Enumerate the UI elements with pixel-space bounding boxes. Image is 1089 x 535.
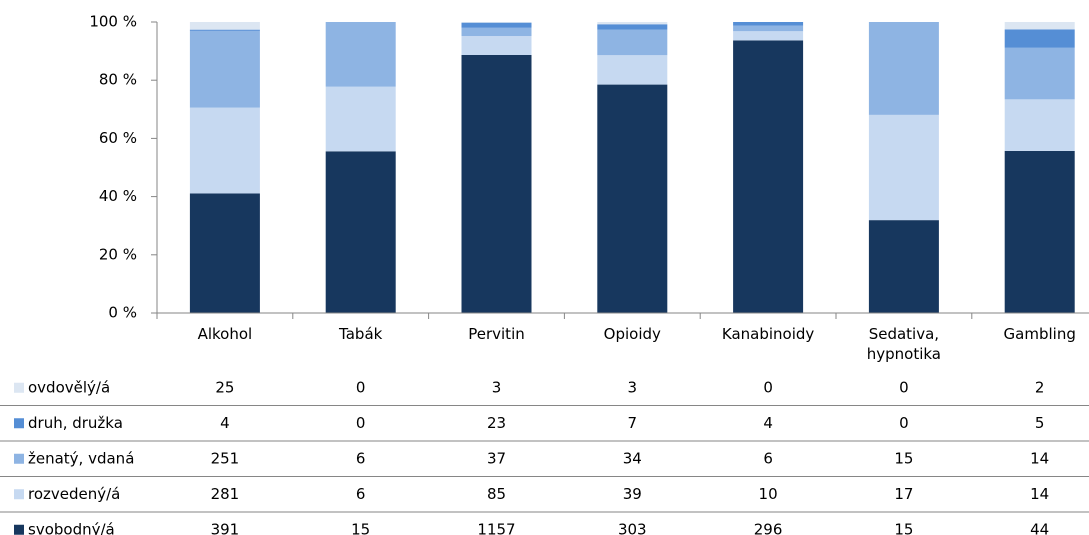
bar-segment bbox=[597, 22, 668, 25]
bar-segment bbox=[461, 55, 532, 314]
legend-swatch bbox=[14, 524, 24, 535]
legend-label: ovdovělý/á bbox=[28, 378, 110, 396]
legend-label: ženatý, vdaná bbox=[28, 449, 134, 467]
bar-segment bbox=[733, 25, 804, 32]
y-tick-label: 0 % bbox=[108, 304, 137, 322]
bar-segment bbox=[597, 24, 668, 30]
y-tick-label: 100 % bbox=[89, 13, 137, 31]
bar-segment bbox=[733, 40, 804, 313]
table-cell: 4 bbox=[763, 414, 773, 432]
legend-swatch bbox=[14, 453, 24, 464]
bar-segment bbox=[597, 29, 668, 56]
legend-label: svobodný/á bbox=[28, 520, 115, 535]
x-tick-label: Gambling bbox=[1003, 325, 1076, 343]
x-tick-label: Alkohol bbox=[197, 325, 253, 343]
bar-segment bbox=[325, 22, 396, 87]
table-cell: 3 bbox=[492, 378, 502, 396]
table-cell: 6 bbox=[356, 449, 366, 467]
bar-segment bbox=[325, 86, 396, 152]
table-cell: 37 bbox=[487, 449, 506, 467]
table-cell: 391 bbox=[211, 520, 240, 535]
table-cell: 6 bbox=[763, 449, 773, 467]
table-cell: 10 bbox=[759, 485, 778, 503]
bar-segment bbox=[189, 30, 260, 108]
legend-label: rozvedený/á bbox=[28, 485, 120, 503]
table-cell: 39 bbox=[623, 485, 642, 503]
table-cell: 17 bbox=[894, 485, 913, 503]
table-cell: 34 bbox=[623, 449, 642, 467]
bar-segment bbox=[461, 22, 532, 23]
legend-swatch bbox=[14, 382, 24, 393]
bar-segment bbox=[189, 107, 260, 194]
table-cell: 0 bbox=[763, 378, 773, 396]
bar-segment bbox=[1004, 99, 1075, 151]
x-tick-label: Sedativa, hypnotika bbox=[866, 325, 942, 363]
table-cell: 6 bbox=[356, 485, 366, 503]
x-tick-label: Pervitin bbox=[468, 325, 525, 343]
bar-segment bbox=[325, 151, 396, 313]
bar-segment bbox=[461, 36, 532, 56]
bar-segment bbox=[1004, 29, 1075, 48]
table-cell: 7 bbox=[628, 414, 638, 432]
table-cell: 4 bbox=[220, 414, 230, 432]
x-tick-label: Kanabinoidy bbox=[721, 325, 815, 343]
table-cell: 0 bbox=[356, 414, 366, 432]
legend-label: druh, družka bbox=[28, 414, 123, 432]
bar-segment bbox=[597, 84, 668, 313]
table-cell: 44 bbox=[1030, 520, 1049, 535]
bar-segment bbox=[1004, 150, 1075, 313]
bar-segment bbox=[597, 55, 668, 85]
table-cell: 281 bbox=[211, 485, 240, 503]
legend-swatch bbox=[14, 418, 24, 429]
y-tick-label: 40 % bbox=[99, 187, 137, 205]
bar-segment bbox=[189, 29, 260, 31]
bar-segment bbox=[868, 22, 939, 115]
table-cell: 303 bbox=[618, 520, 647, 535]
table-cell: 2 bbox=[1035, 378, 1045, 396]
table-cell: 296 bbox=[754, 520, 783, 535]
table-cell: 14 bbox=[1030, 485, 1049, 503]
table-cell: 15 bbox=[894, 520, 913, 535]
table-cell: 0 bbox=[899, 378, 909, 396]
y-tick-label: 20 % bbox=[99, 245, 137, 263]
bar-segment bbox=[189, 193, 260, 313]
bar-segment bbox=[189, 22, 260, 30]
legend-swatch bbox=[14, 489, 24, 500]
table-cell: 15 bbox=[351, 520, 370, 535]
table-cell: 3 bbox=[628, 378, 638, 396]
y-tick-label: 60 % bbox=[99, 129, 137, 147]
bar-segment bbox=[868, 220, 939, 313]
table-cell: 0 bbox=[899, 414, 909, 432]
x-tick-label: Tabák bbox=[339, 325, 383, 343]
table-cell: 14 bbox=[1030, 449, 1049, 467]
table-cell: 85 bbox=[487, 485, 506, 503]
bar-segment bbox=[461, 27, 532, 37]
x-tick-label: Opioidy bbox=[603, 325, 661, 343]
table-cell: 23 bbox=[487, 414, 506, 432]
bar-segment bbox=[733, 31, 804, 41]
table-cell: 5 bbox=[1035, 414, 1045, 432]
bar-segment bbox=[868, 114, 939, 221]
table-cell: 25 bbox=[215, 378, 234, 396]
bar-segment bbox=[1004, 47, 1075, 100]
bar-segment bbox=[1004, 22, 1075, 30]
table-cell: 15 bbox=[894, 449, 913, 467]
table-cell: 0 bbox=[356, 378, 366, 396]
y-tick-label: 80 % bbox=[99, 71, 137, 89]
bar-segment bbox=[461, 22, 532, 28]
bar-segment bbox=[733, 22, 804, 26]
table-cell: 1157 bbox=[477, 520, 515, 535]
table-cell: 251 bbox=[211, 449, 240, 467]
